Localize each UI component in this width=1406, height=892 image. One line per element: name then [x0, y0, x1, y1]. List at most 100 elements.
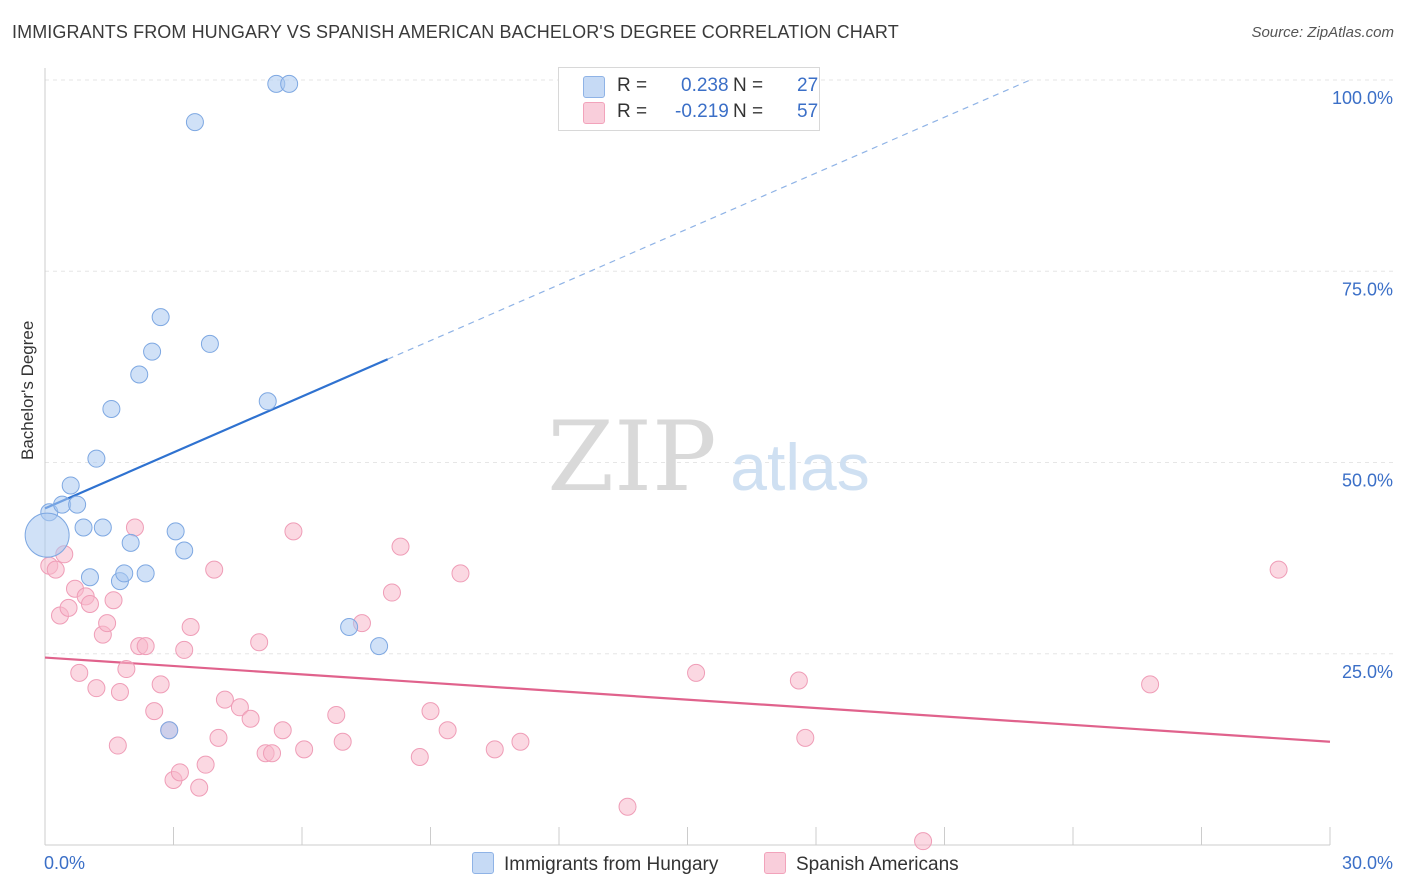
- data-point-spanish: [108, 736, 127, 755]
- watermark-zip: ZIP: [547, 401, 716, 513]
- data-point-spanish: [196, 755, 215, 774]
- data-point-spanish: [117, 660, 136, 679]
- data-point-hungary: [102, 399, 121, 418]
- data-point-spanish: [181, 617, 200, 636]
- data-point-hungary: [166, 522, 185, 541]
- stats-legend: R = 0.238 N = 27 R = -0.219 N = 57: [558, 67, 820, 131]
- source-label: Source: ZipAtlas.com: [1251, 24, 1394, 41]
- data-point-hungary: [74, 518, 93, 537]
- data-point-spanish: [284, 522, 303, 541]
- data-point-hungary: [61, 476, 80, 495]
- data-point-spanish: [263, 744, 282, 763]
- data-point-spanish: [327, 705, 346, 724]
- data-point-spanish: [104, 591, 123, 610]
- bottom-legend-swatch-spanish: [764, 852, 786, 874]
- data-point-spanish: [145, 702, 164, 721]
- legend-n-value: 57: [797, 101, 819, 122]
- tick-labels: 25.0% 50.0% 75.0% 100.0% 0.0% 30.0%: [44, 88, 1393, 873]
- data-point-spanish: [421, 702, 440, 721]
- data-point-spanish: [250, 633, 269, 652]
- data-point-spanish: [209, 728, 228, 747]
- data-point-hungary: [80, 568, 99, 587]
- data-point-spanish: [87, 679, 106, 698]
- legend-n-value: 27: [797, 75, 819, 96]
- data-point-spanish: [391, 537, 410, 556]
- y-tick-label: 75.0%: [1342, 279, 1393, 299]
- data-point-spanish: [295, 740, 314, 759]
- data-points: [24, 74, 1288, 851]
- legend-r-value: 0.238: [681, 75, 729, 96]
- trend-line-hungary: [44, 358, 389, 510]
- y-axis-label: Bachelor's Degree: [18, 320, 37, 460]
- data-point-spanish: [70, 663, 89, 682]
- x-tick-label: 30.0%: [1342, 853, 1393, 873]
- data-point-hungary: [93, 518, 112, 537]
- data-point-spanish: [175, 640, 194, 659]
- data-point-spanish: [98, 614, 117, 633]
- data-point-spanish: [273, 721, 292, 740]
- watermark: ZIP atlas: [547, 401, 869, 513]
- data-point-spanish: [170, 763, 189, 782]
- y-tick-label: 50.0%: [1342, 471, 1393, 491]
- data-point-hungary: [160, 721, 179, 740]
- data-point-hungary: [136, 564, 155, 583]
- data-point-spanish: [451, 564, 470, 583]
- data-point-hungary: [87, 449, 106, 468]
- bottom-legend-swatch-hungary: [472, 852, 494, 874]
- watermark-atlas: atlas: [730, 430, 869, 504]
- bottom-legend-hungary: Immigrants from Hungary: [472, 852, 718, 876]
- data-point-hungary: [340, 617, 359, 636]
- legend-swatch-hungary: [583, 76, 605, 98]
- data-point-hungary: [200, 334, 219, 353]
- legend-n-label: N =: [733, 75, 764, 96]
- data-point-spanish: [789, 671, 808, 690]
- legend-swatch-spanish: [583, 102, 605, 124]
- data-point-hungary: [121, 533, 140, 552]
- data-point-spanish: [136, 637, 155, 656]
- data-point-spanish: [205, 560, 224, 579]
- bottom-legend-spanish: Spanish Americans: [764, 852, 959, 876]
- data-point-hungary: [143, 342, 162, 361]
- axes: [44, 68, 1331, 846]
- data-point-spanish: [511, 732, 530, 751]
- data-point-spanish: [333, 732, 352, 751]
- data-point-spanish: [1141, 675, 1160, 694]
- y-tick-label: 25.0%: [1342, 662, 1393, 682]
- data-point-spanish: [215, 690, 234, 709]
- x-tick-label: 0.0%: [44, 853, 85, 873]
- legend-n-label: N =: [733, 101, 764, 122]
- bottom-legend-label-hungary: Immigrants from Hungary: [504, 854, 719, 875]
- data-point-spanish: [1269, 560, 1288, 579]
- data-point-spanish: [59, 598, 78, 617]
- data-point-spanish: [46, 560, 65, 579]
- legend-r-label: R =: [617, 75, 648, 96]
- data-point-spanish: [796, 728, 815, 747]
- gridlines: [45, 79, 1395, 655]
- data-point-hungary: [175, 541, 194, 560]
- data-point-hungary: [53, 495, 72, 514]
- data-point-hungary: [280, 74, 299, 93]
- data-point-spanish: [190, 778, 209, 797]
- data-point-hungary: [115, 564, 134, 583]
- data-point-spanish: [382, 583, 401, 602]
- data-point-hungary: [68, 495, 87, 514]
- data-point-spanish: [687, 663, 706, 682]
- data-point-spanish: [241, 709, 260, 728]
- data-point-spanish: [618, 797, 637, 816]
- data-point-hungary: [130, 365, 149, 384]
- data-point-spanish: [110, 683, 129, 701]
- data-point-spanish: [125, 518, 144, 537]
- data-point-spanish: [80, 595, 99, 614]
- legend-r-value: -0.219: [675, 101, 729, 122]
- data-point-spanish: [438, 721, 457, 740]
- trend-line-spanish: [44, 656, 1331, 743]
- trend-lines: [44, 79, 1331, 743]
- bottom-legend-label-spanish: Spanish Americans: [796, 854, 959, 875]
- data-point-hungary: [185, 113, 204, 132]
- chart-title: IMMIGRANTS FROM HUNGARY VS SPANISH AMERI…: [12, 22, 899, 42]
- y-tick-label: 100.0%: [1332, 88, 1393, 108]
- data-point-hungary: [24, 512, 70, 558]
- data-point-spanish: [410, 748, 429, 767]
- data-point-spanish: [914, 832, 933, 851]
